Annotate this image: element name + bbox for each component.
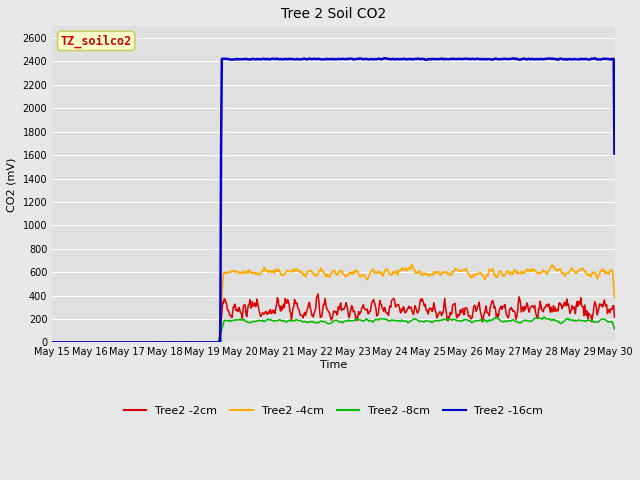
Text: TZ_soilco2: TZ_soilco2 (61, 34, 132, 48)
X-axis label: Time: Time (320, 360, 348, 370)
Y-axis label: CO2 (mV): CO2 (mV) (7, 157, 17, 212)
Legend: Tree2 -2cm, Tree2 -4cm, Tree2 -8cm, Tree2 -16cm: Tree2 -2cm, Tree2 -4cm, Tree2 -8cm, Tree… (120, 402, 548, 421)
Title: Tree 2 Soil CO2: Tree 2 Soil CO2 (281, 7, 387, 21)
